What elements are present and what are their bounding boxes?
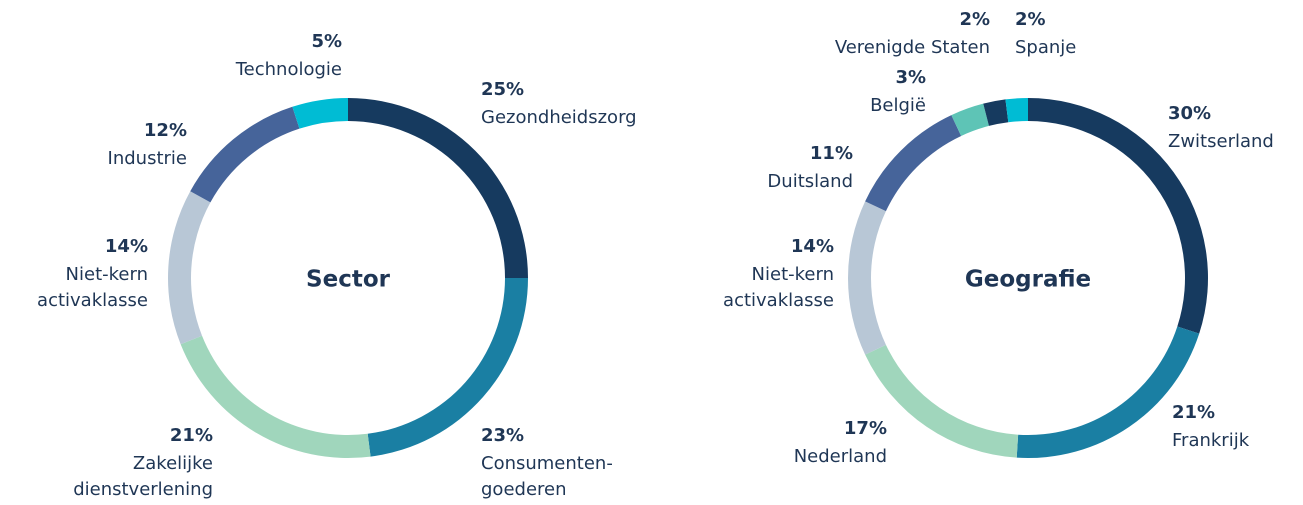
value-label: 5%	[311, 31, 342, 52]
donut-segment	[983, 99, 1009, 126]
category-label: Duitsland	[767, 171, 853, 192]
value-label: 17%	[844, 418, 887, 439]
category-label: Frankrijk	[1172, 430, 1250, 451]
donut-segment	[951, 103, 989, 136]
category-label: Technologie	[235, 59, 342, 80]
category-label: Zakelijke dienstverlening	[73, 453, 213, 500]
value-label: 2%	[959, 9, 990, 30]
category-label: Niet-kern activaklasse	[723, 264, 834, 311]
category-label: Industrie	[108, 148, 187, 169]
category-label: Consumenten-goederen	[481, 453, 613, 500]
donut-segment	[190, 106, 300, 203]
category-label: Verenigde Staten	[835, 37, 990, 58]
value-label: 23%	[481, 425, 524, 446]
value-label: 21%	[1172, 402, 1215, 423]
category-label: Gezondheidszorg	[481, 107, 637, 128]
value-label: 30%	[1168, 103, 1211, 124]
value-label: 3%	[895, 67, 926, 88]
value-label: 21%	[170, 425, 213, 446]
category-label: Nederland	[794, 446, 887, 467]
donut-segment	[167, 191, 211, 345]
donut-segment	[292, 98, 348, 129]
value-label: 25%	[481, 79, 524, 100]
chart-title: Geografie	[965, 267, 1091, 293]
donut-segment	[180, 335, 371, 458]
donut-segment	[865, 115, 962, 212]
donut-segment	[1016, 326, 1200, 458]
category-label: België	[870, 95, 926, 116]
donut-segment	[865, 344, 1019, 458]
donut-segment	[1005, 98, 1028, 123]
value-label: 2%	[1015, 9, 1046, 30]
donut-segment	[847, 201, 886, 355]
donut-segment	[367, 278, 528, 457]
value-label: 12%	[144, 120, 187, 141]
category-label: Spanje	[1015, 37, 1076, 58]
value-label: 14%	[105, 236, 148, 257]
category-label: Zwitserland	[1168, 131, 1274, 152]
category-label: Niet-kern activaklasse	[37, 264, 148, 311]
chart-title: Sector	[306, 267, 391, 293]
donut-segment	[1028, 98, 1208, 334]
value-label: 11%	[810, 143, 853, 164]
donut-segment	[348, 98, 528, 278]
value-label: 14%	[791, 236, 834, 257]
